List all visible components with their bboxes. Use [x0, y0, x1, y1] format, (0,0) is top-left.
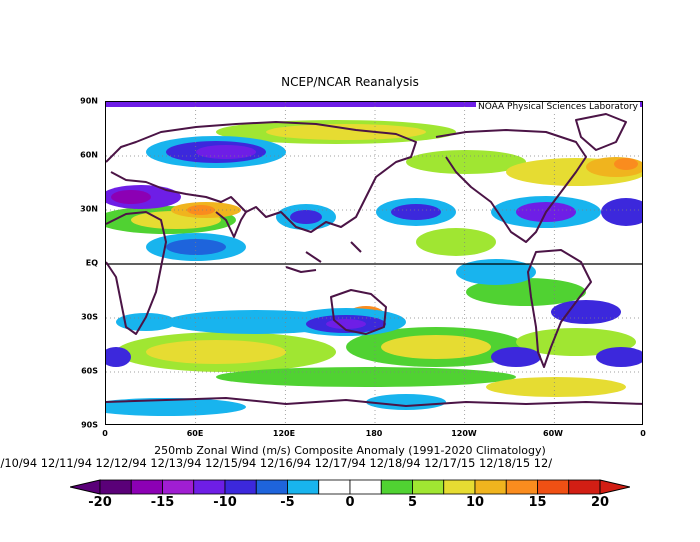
colorbar-label: -10 — [213, 495, 237, 510]
colorbar-cell — [537, 479, 570, 495]
colorbar-cell — [412, 479, 445, 495]
colorbar-min-arrow — [70, 479, 101, 495]
colorbar-label: 10 — [465, 495, 485, 510]
colorbar-cell — [255, 479, 288, 495]
lon-tick-0: 0 — [102, 429, 108, 438]
colorbar-cell — [224, 479, 257, 495]
map-caption: 250mb Zonal Wind (m/s) Composite Anomaly… — [154, 444, 546, 457]
colorbar-cell — [130, 479, 163, 495]
colorbar — [70, 479, 630, 495]
colorbar-cell — [505, 479, 538, 495]
colorbar-label: 20 — [590, 495, 610, 510]
colorbar-cell — [349, 479, 382, 495]
colorbar-cell — [318, 479, 351, 495]
lat-tick-30n: 30N — [80, 204, 98, 214]
colorbar-label: -15 — [150, 495, 175, 510]
map-title: NCEP/NCAR Reanalysis — [281, 75, 419, 89]
colorbar-label: 0 — [345, 495, 355, 510]
colorbar-cell — [380, 479, 413, 495]
map-canvas — [106, 102, 642, 424]
lat-tick-90s: 90S — [81, 420, 98, 430]
lat-tick-60n: 60N — [80, 150, 98, 160]
colorbar-label: -20 — [88, 495, 112, 510]
colorbar-cell — [287, 479, 320, 495]
lat-tick-30s: 30S — [81, 312, 98, 322]
colorbar-cell — [568, 479, 601, 495]
coastlines — [106, 113, 642, 407]
colorbar-cell — [474, 479, 507, 495]
colorbar-label: 5 — [407, 495, 418, 510]
lat-lon-grid — [106, 102, 642, 424]
composite-dates: 12/10/94 12/11/94 12/12/94 12/13/94 12/1… — [0, 456, 553, 470]
lon-tick-0-end: 0 — [640, 429, 646, 438]
colorbar-max-arrow — [599, 479, 630, 495]
lat-tick-60s: 60S — [81, 366, 98, 376]
lon-tick-120e: 120E — [272, 429, 296, 438]
colorbar-cell — [99, 479, 132, 495]
lat-tick-eq: EQ — [85, 258, 98, 268]
colorbar-label: -5 — [280, 495, 295, 510]
credit-label: NOAA Physical Sciences Laboratory — [475, 102, 640, 112]
anomaly-map — [105, 101, 643, 425]
colorbar-cell — [193, 479, 226, 495]
lon-tick-60e: 60E — [186, 429, 204, 438]
lon-tick-180: 180 — [365, 429, 383, 438]
lon-tick-120w: 120W — [451, 429, 477, 438]
lon-tick-60w: 60W — [543, 429, 563, 438]
colorbar-cell — [162, 479, 195, 495]
colorbar-cell — [443, 479, 476, 495]
colorbar-label: 15 — [528, 495, 547, 510]
lat-tick-90n: 90N — [80, 96, 98, 106]
